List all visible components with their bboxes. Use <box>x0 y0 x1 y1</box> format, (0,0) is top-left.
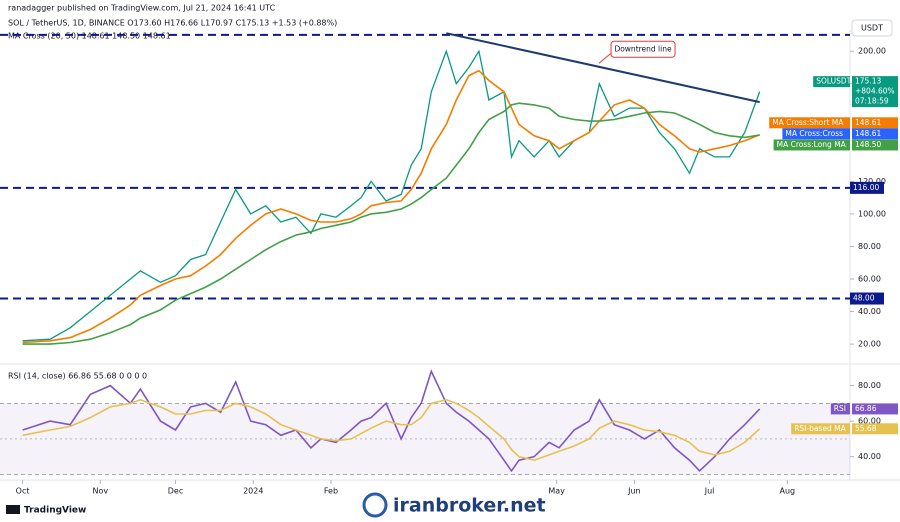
series-name: MA Cross:Short MA <box>772 118 844 127</box>
y-tick-label: 80.00 <box>858 381 881 390</box>
watermark-icon <box>362 492 388 518</box>
series-name: SOLUSDT <box>816 77 851 86</box>
y-tick-label: 40.00 <box>858 307 881 316</box>
value-tag-label: 66.86 <box>855 404 877 413</box>
x-tick-label: Nov <box>92 487 108 496</box>
value-tag <box>852 423 898 435</box>
x-tick-label: Jul <box>704 487 715 496</box>
series-name: RSI-based MA <box>794 424 846 433</box>
x-tick-label: Feb <box>324 487 338 496</box>
trend-line <box>446 32 760 104</box>
y-tick-label: 200.00 <box>858 47 886 56</box>
value-tag-label: 148.61 <box>855 118 881 127</box>
level-label: 48.00 <box>853 294 875 303</box>
ma-info: MA Cross (20, 50) 148.61 148.50 148.61 <box>8 32 171 41</box>
value-tag-label: 148.61 <box>855 129 881 138</box>
series-name-tag <box>830 403 850 415</box>
logo: TradingView <box>6 505 86 516</box>
level-label: 116.00 <box>853 183 879 192</box>
value-tag <box>852 76 898 108</box>
value-tag <box>852 117 898 129</box>
annotation-box <box>610 40 676 58</box>
y-tick-label: 40.00 <box>858 452 881 461</box>
rsi-info: RSI (14, close) 66.86 55.68 0 0 0 0 <box>8 372 147 381</box>
y-tick-label: 60.00 <box>858 417 881 426</box>
watermark-text: iranbroker.net <box>393 495 546 517</box>
annotation: Downtrend line <box>614 44 672 53</box>
x-tick-label: 2024 <box>243 487 263 496</box>
y-tick-label: 60.00 <box>858 275 881 284</box>
series-line <box>22 398 761 462</box>
value-tag-label: 175.13 <box>855 77 881 86</box>
x-tick-label: Oct <box>16 487 30 496</box>
value-tag-label: 55.68 <box>855 424 877 433</box>
series-name: MA Cross:Cross <box>785 129 843 138</box>
y-tick-label: 80.00 <box>858 242 881 251</box>
value-tag-extra: 07:18:59 <box>855 97 889 106</box>
level-tag <box>850 181 884 194</box>
series-name: RSI <box>834 404 846 413</box>
publisher: ranadagger published on TradingView.com,… <box>8 4 276 13</box>
series-name-tag <box>813 76 850 88</box>
value-tag <box>852 403 898 415</box>
x-tick-label: May <box>548 487 565 496</box>
watermark: iranbroker.net <box>362 492 546 518</box>
series-line <box>22 49 761 342</box>
series-name-tag <box>769 117 850 129</box>
y-tick-label: 20.00 <box>858 340 881 349</box>
series-name-tag <box>791 423 850 435</box>
level-tag <box>850 292 884 305</box>
value-tag <box>852 128 898 140</box>
series-line <box>22 102 760 345</box>
y-tick-label: 120.00 <box>858 177 886 186</box>
x-tick-label: Jun <box>627 487 641 496</box>
x-tick-label: Dec <box>168 487 183 496</box>
series-name-tag <box>773 139 850 151</box>
logo-icon <box>6 505 20 514</box>
currency[interactable]: USDT <box>861 24 883 33</box>
x-tick-label: Aug <box>780 487 796 496</box>
currency-box[interactable] <box>851 19 893 37</box>
series-name: MA Cross:Long MA <box>777 140 847 149</box>
value-tag-label: 148.50 <box>855 140 881 149</box>
value-tag-extra: +804.60% <box>855 87 895 96</box>
y-tick-label: 100.00 <box>858 209 886 218</box>
series-line <box>22 69 760 344</box>
symbol-info: SOL / TetherUS, 1D, BINANCE O173.60 H176… <box>8 19 337 28</box>
series-name-tag <box>782 128 850 140</box>
annotation-pointer <box>598 52 612 64</box>
value-tag <box>852 139 898 151</box>
brand: TradingView <box>24 506 86 516</box>
